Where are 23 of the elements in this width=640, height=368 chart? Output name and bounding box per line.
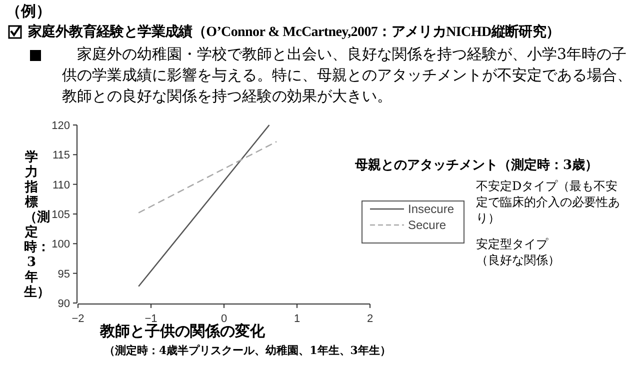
x-tick-label: 2 bbox=[366, 313, 374, 325]
y-tick-label: 120 bbox=[52, 120, 70, 132]
x-tick-label: 1 bbox=[294, 313, 300, 325]
legend-title: 母親とのアタッチメント（測定時：3歳） bbox=[355, 156, 598, 174]
y-tick-label: 110 bbox=[52, 179, 70, 192]
legend-label: Insecure bbox=[408, 202, 454, 216]
y-tick-label: 115 bbox=[52, 150, 70, 162]
text: （測定時：4歳半プリスクール、幼稚園、1年生、3年生） bbox=[104, 343, 391, 358]
x-tick-label: 0 bbox=[220, 313, 228, 325]
x-axis-title: 教師と子供の関係の変化 bbox=[100, 322, 265, 341]
y-tick-label: 90 bbox=[58, 298, 70, 310]
y-tick-label: 105 bbox=[52, 209, 70, 221]
text: 安定型タイプ（良好な関係） bbox=[476, 236, 561, 268]
chart-subtitle: 家庭外の幼稚園・学校で教師と出会い、良好な関係を持つ経験が、小学3年時の子供の学業成績に影響を与える。特に、母親とのアタッチメントが不安定である場合、教師との良好な関係を持つ経験の効果が大きい。 bbox=[62, 44, 633, 107]
chart-title: 家庭外教育経験と学業成績（O’Connor & McCartney,2007：アメリカNICHD縦断研究） bbox=[28, 23, 560, 41]
text: 学力指標（測定時：3年生） bbox=[24, 150, 50, 300]
y-tick-label: 100 bbox=[52, 238, 70, 251]
text: 不安定Dタイプ（最も不安定で臨床的介入の必要性あり） bbox=[476, 178, 621, 226]
text: （例） bbox=[6, 2, 51, 21]
x-tick-label: −1 bbox=[144, 313, 158, 325]
x-tick-label: −2 bbox=[72, 313, 84, 325]
legend-label: Secure bbox=[408, 218, 446, 232]
y-tick-label: 95 bbox=[58, 268, 70, 280]
